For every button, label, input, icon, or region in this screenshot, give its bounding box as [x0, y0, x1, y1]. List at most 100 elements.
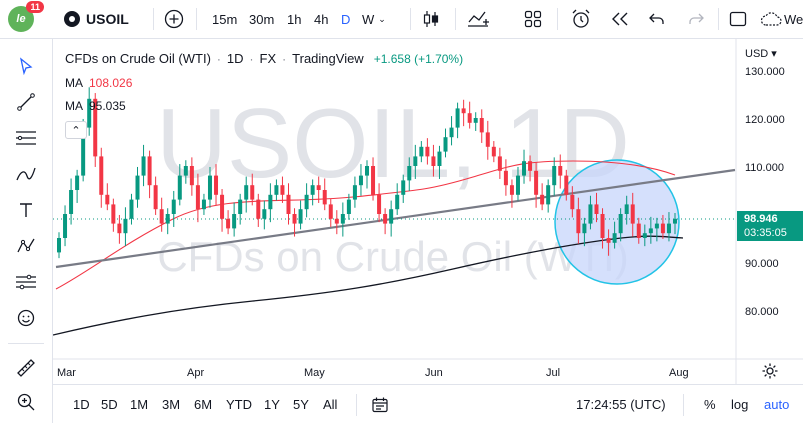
candle-body: [250, 185, 255, 200]
time-tick: Jul: [546, 367, 560, 379]
emoji-tool[interactable]: [14, 306, 38, 330]
candle-body: [292, 214, 297, 224]
interval-30m[interactable]: 30m: [249, 0, 274, 38]
ruler-icon: [17, 359, 35, 377]
compare-button[interactable]: [163, 0, 185, 38]
legend-ma-long[interactable]: MA 95.035: [65, 99, 126, 113]
range-5y[interactable]: 5Y: [293, 385, 309, 424]
candle-body: [431, 156, 436, 166]
candle-body: [244, 185, 249, 200]
candle-body: [226, 218, 231, 229]
candle-body: [648, 228, 653, 234]
fullscreen-button[interactable]: [728, 0, 748, 38]
range-1d[interactable]: 1D: [73, 385, 90, 424]
avatar-logo: le: [16, 13, 26, 25]
brush-tool[interactable]: [14, 162, 38, 186]
undo-button[interactable]: [648, 0, 666, 38]
candle-body: [310, 185, 315, 195]
interval-label: 1h: [287, 11, 302, 27]
last-price: 98.946: [744, 213, 778, 225]
price-tick: 90.000: [745, 258, 779, 270]
interval-label: 15m: [212, 11, 238, 27]
candle-body: [443, 137, 448, 152]
chart-settings-button[interactable]: [759, 360, 781, 382]
candle-body: [346, 199, 351, 214]
interval-1h[interactable]: 1h: [287, 0, 301, 38]
chart-type-button[interactable]: [421, 0, 441, 38]
candle-body: [570, 194, 575, 210]
range-ytd[interactable]: YTD: [226, 385, 252, 424]
candle-body: [111, 204, 116, 224]
candle-body: [491, 146, 496, 157]
legend-change: +1.658 (+1.70%): [373, 51, 464, 66]
currency-selector[interactable]: USD ▾: [745, 48, 777, 60]
chart-pane[interactable]: USOIL, 1D CFDs on Crude Oil (WTI) 130.000…: [53, 39, 803, 384]
measure-tool[interactable]: [14, 270, 38, 294]
zoom-tool[interactable]: [14, 390, 38, 414]
range-5d[interactable]: 5D: [101, 385, 118, 424]
support-trendline: [55, 168, 736, 269]
trendline-tool[interactable]: [14, 90, 38, 114]
candle-body: [129, 199, 134, 219]
timezone-clock[interactable]: 17:24:55 (UTC): [576, 385, 666, 424]
legend-collapse-button[interactable]: ⌃: [65, 121, 87, 139]
auto-scale-toggle[interactable]: auto: [764, 385, 789, 424]
candle-body: [298, 209, 303, 224]
avatar[interactable]: le 11: [8, 1, 44, 32]
interval-d-active[interactable]: D: [341, 0, 350, 38]
interval-4h[interactable]: 4h: [314, 0, 328, 38]
candle-body: [564, 175, 569, 195]
candle-body: [582, 223, 587, 234]
horizontal-lines-tool[interactable]: [14, 126, 38, 150]
pattern-tool[interactable]: [14, 234, 38, 258]
pattern-icon: [17, 238, 35, 253]
range-all[interactable]: All: [323, 385, 337, 424]
candle-body: [636, 223, 641, 238]
cursor-icon: [19, 57, 33, 75]
ruler-tool[interactable]: [14, 356, 38, 380]
goto-date-button[interactable]: [371, 385, 389, 424]
candle-body: [87, 98, 92, 128]
text-tool[interactable]: [14, 198, 38, 222]
range-label: 3M: [162, 397, 181, 412]
candle-body: [540, 194, 545, 205]
indicators-button[interactable]: [466, 0, 490, 38]
symbol-search[interactable]: USOIL: [64, 0, 129, 38]
redo-button[interactable]: [687, 0, 705, 38]
alert-icon: [572, 9, 590, 28]
candle-body: [256, 199, 261, 219]
candle-body: [165, 214, 170, 224]
layout-button[interactable]: [523, 0, 543, 38]
legend-title[interactable]: CFDs on Crude Oil (WTI): [65, 51, 211, 66]
candle-body: [425, 146, 430, 157]
range-1y[interactable]: 1Y: [264, 385, 280, 424]
interval-w[interactable]: W ⌄: [362, 0, 386, 38]
percent-scale-toggle[interactable]: %: [704, 385, 716, 424]
candle-body: [334, 218, 339, 224]
log-scale-toggle[interactable]: log: [731, 385, 748, 424]
price-chart[interactable]: USOIL, 1D CFDs on Crude Oil (WTI) 130.000…: [53, 39, 803, 384]
last-price-tag: 98.946 03:35:05: [737, 211, 803, 241]
candle-body: [322, 190, 327, 205]
range-3m[interactable]: 3M: [162, 385, 180, 424]
candle-body: [534, 170, 539, 195]
ma-short-value: 108.026: [89, 76, 133, 90]
replay-button[interactable]: [609, 0, 631, 38]
range-1m[interactable]: 1M: [130, 385, 148, 424]
alert-button[interactable]: [570, 0, 592, 38]
legend-interval: 1D: [226, 51, 244, 66]
save-cloud-button[interactable]: We: [760, 0, 803, 38]
candle-body: [135, 175, 140, 200]
legend-ma-short[interactable]: MA 108.026: [65, 76, 132, 90]
cursor-tool[interactable]: [14, 54, 38, 78]
cloud-icon: [760, 12, 782, 26]
range-6m[interactable]: 6M: [194, 385, 212, 424]
candle-body: [93, 98, 98, 157]
interval-label: 4h: [314, 11, 329, 27]
legend-title-row: CFDs on Crude Oil (WTI) · 1D · FX · Trad…: [65, 51, 464, 66]
price-tick: 110.000: [745, 162, 784, 174]
user-menu[interactable]: le 11: [8, 0, 44, 38]
candle-body: [189, 166, 194, 186]
candle-body: [214, 175, 219, 195]
interval-15m[interactable]: 15m: [212, 0, 237, 38]
